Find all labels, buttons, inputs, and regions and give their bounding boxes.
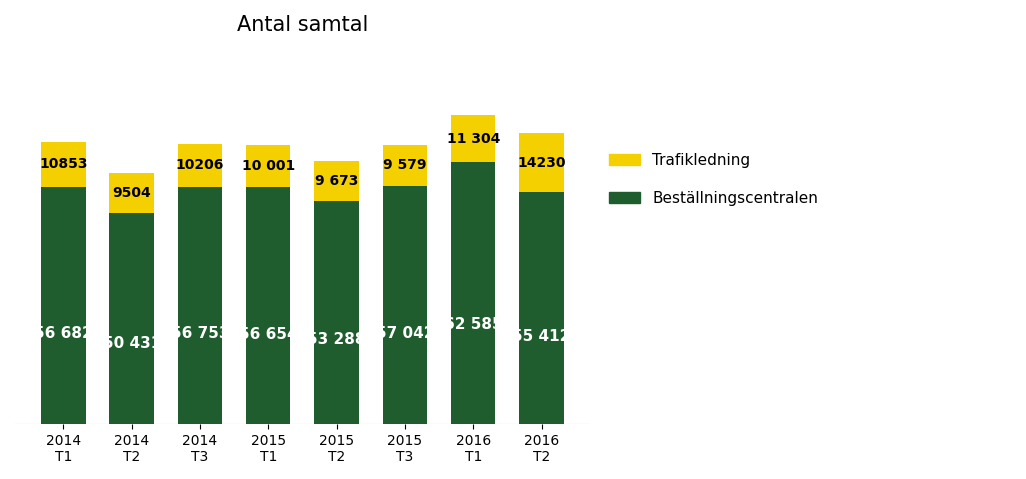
Text: 62 585: 62 585 <box>444 317 503 332</box>
Text: 56 753: 56 753 <box>170 326 229 342</box>
Legend: Trafikledning, Beställningscentralen: Trafikledning, Beställningscentralen <box>603 147 824 212</box>
Bar <box>383 185 427 424</box>
Text: 10206: 10206 <box>175 159 224 172</box>
Text: 56 682: 56 682 <box>34 327 92 342</box>
Bar <box>519 133 563 193</box>
Text: 55 412: 55 412 <box>512 329 570 343</box>
Bar <box>110 213 154 424</box>
Title: Antal samtal: Antal samtal <box>237 15 368 35</box>
Bar <box>41 142 85 187</box>
Bar <box>314 201 359 424</box>
Text: 9 673: 9 673 <box>315 174 358 188</box>
Bar <box>246 145 290 187</box>
Bar <box>41 187 85 424</box>
Bar <box>246 187 290 424</box>
Bar <box>383 146 427 185</box>
Bar <box>451 162 496 424</box>
Text: 56 654: 56 654 <box>239 327 298 342</box>
Text: 11 304: 11 304 <box>446 132 500 146</box>
Text: 10853: 10853 <box>39 157 87 171</box>
Text: 53 288: 53 288 <box>308 332 366 347</box>
Bar <box>110 173 154 213</box>
Bar <box>519 193 563 424</box>
Text: 9504: 9504 <box>112 186 151 200</box>
Text: 57 042: 57 042 <box>376 326 434 341</box>
Bar <box>451 115 496 162</box>
Text: 50 431: 50 431 <box>103 336 161 352</box>
Text: 9 579: 9 579 <box>383 159 427 172</box>
Text: 10 001: 10 001 <box>242 159 294 173</box>
Bar <box>314 161 359 201</box>
Text: 14230: 14230 <box>517 156 565 170</box>
Bar <box>177 187 223 424</box>
Bar <box>177 144 223 187</box>
